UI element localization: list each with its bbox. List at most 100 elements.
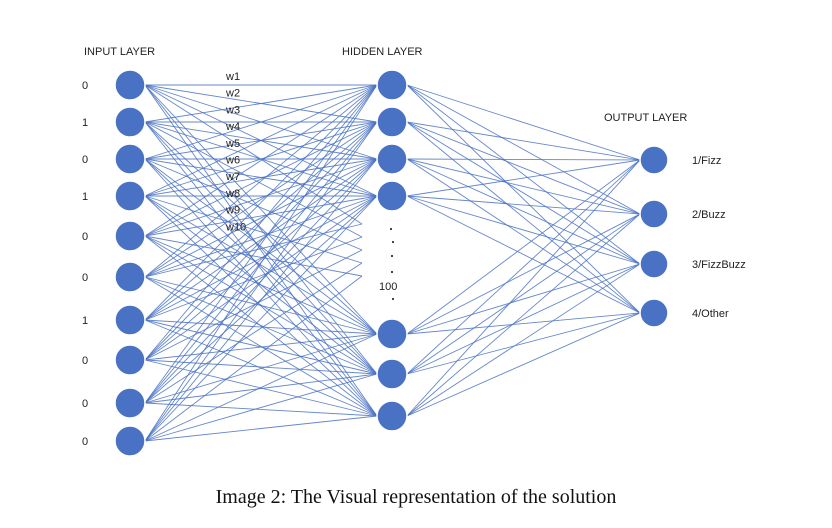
input-bit-label: 0 [82, 231, 88, 243]
input-node [114, 387, 146, 419]
input-hidden-edge [144, 84, 378, 278]
input-bit-label: 0 [82, 436, 88, 448]
hidden-output-edge [406, 121, 641, 215]
input-hidden-edge [144, 373, 378, 442]
input-bit-label: 0 [82, 80, 88, 92]
input-hidden-edge [144, 195, 378, 321]
input-hidden-edge [144, 158, 363, 251]
input-hidden-edge [144, 195, 378, 335]
hidden-output-edge [406, 213, 641, 335]
output-class-labels: 1/Fizz 2/Buzz 3/FizzBuzz 4/Other [692, 155, 746, 320]
ellipsis-dot [389, 227, 393, 231]
input-hidden-edge [144, 84, 378, 375]
weight-label: w8 [225, 188, 240, 200]
input-hidden-edge [144, 235, 378, 375]
input-hidden-edge [144, 373, 378, 404]
input-hidden-edge [144, 84, 378, 361]
hidden-output-edge [406, 159, 641, 375]
input-bit-label: 1 [82, 191, 88, 203]
input-node [114, 261, 146, 293]
input-hidden-edge [144, 249, 363, 361]
input-hidden-edge [144, 121, 363, 238]
input-hidden-edge [144, 84, 378, 404]
weight-labels: w1 w2 w3 w4 w5 w6 w7 w8 w9 w10 [225, 71, 246, 233]
output-class-label: 1/Fizz [692, 155, 721, 167]
hidden-output-edge [406, 213, 641, 417]
input-hidden-edge [144, 84, 378, 237]
input-hidden-edge [144, 415, 378, 442]
input-hidden-edge [144, 84, 378, 160]
input-bit-label: 0 [82, 154, 88, 166]
input-hidden-edge [144, 195, 363, 264]
input-hidden-edge [144, 158, 378, 237]
input-hidden-edge [144, 319, 378, 335]
hidden-output-edge [406, 158, 641, 215]
hidden-output-edge [406, 158, 641, 161]
hidden-output-edge [406, 84, 641, 215]
neuron-nodes [114, 69, 669, 457]
input-hidden-edge [144, 158, 378, 321]
input-bit-label: 0 [82, 355, 88, 367]
input-layer-title: INPUT LAYER [84, 46, 155, 58]
ellipsis-dot [391, 240, 395, 244]
hidden-output-edge [406, 312, 641, 335]
hidden-node [376, 318, 408, 350]
hidden-output-edge [406, 159, 641, 335]
weight-label: w6 [225, 155, 240, 167]
output-node [639, 249, 669, 279]
figure-caption: Image 2: The Visual representation of th… [215, 486, 617, 508]
input-hidden-edge [144, 158, 378, 278]
input-hidden-edge [144, 235, 378, 335]
hidden-output-edge [406, 84, 641, 161]
input-hidden-edge [144, 121, 378, 442]
input-node [114, 106, 146, 138]
hidden-output-edge [406, 263, 641, 375]
input-node [114, 143, 146, 175]
input-hidden-edge [144, 84, 378, 197]
input-node [114, 344, 146, 376]
output-class-label: 4/Other [692, 308, 729, 320]
input-hidden-edge [144, 195, 378, 361]
weight-label: w7 [225, 171, 240, 183]
input-hidden-edge [144, 402, 378, 417]
input-hidden-edge [144, 333, 378, 404]
ellipsis-dot [390, 254, 394, 258]
input-hidden-edge [144, 195, 378, 442]
connection-lines [144, 84, 641, 442]
hidden-output-edge [406, 263, 641, 417]
input-hidden-edge [144, 121, 378, 335]
input-hidden-edge [144, 84, 378, 417]
input-node [114, 425, 146, 457]
input-hidden-edge [144, 319, 378, 417]
hidden-output-edge [406, 159, 641, 417]
hidden-node-count: 100 [379, 281, 397, 293]
hidden-node [376, 400, 408, 432]
weight-label: w3 [225, 104, 240, 116]
hidden-output-edge [406, 195, 641, 265]
input-hidden-edge [144, 276, 378, 417]
input-hidden-edge [144, 158, 378, 335]
input-bit-label: 0 [82, 272, 88, 284]
input-node [114, 304, 146, 336]
output-node [639, 199, 669, 229]
weight-label: w4 [225, 121, 240, 133]
input-hidden-edge [144, 262, 363, 404]
output-layer-title: OUTPUT LAYER [604, 112, 687, 124]
input-hidden-edge [144, 275, 363, 442]
hidden-output-edge [406, 195, 641, 215]
hidden-output-edge [406, 121, 641, 314]
hidden-output-edge [406, 312, 641, 417]
input-hidden-edge [144, 121, 378, 417]
ellipsis-dot [391, 297, 395, 301]
input-hidden-edge [144, 333, 378, 442]
weight-label: w10 [225, 221, 246, 233]
output-class-label: 3/FizzBuzz [692, 259, 746, 271]
hidden-output-edge [406, 312, 641, 375]
input-hidden-edge [144, 195, 378, 417]
input-hidden-edge [144, 121, 378, 361]
hidden-node [376, 358, 408, 390]
hidden-output-edge [406, 158, 641, 265]
input-hidden-edge [144, 158, 378, 442]
input-bit-labels: 0 1 0 1 0 0 1 0 0 0 [82, 80, 88, 448]
